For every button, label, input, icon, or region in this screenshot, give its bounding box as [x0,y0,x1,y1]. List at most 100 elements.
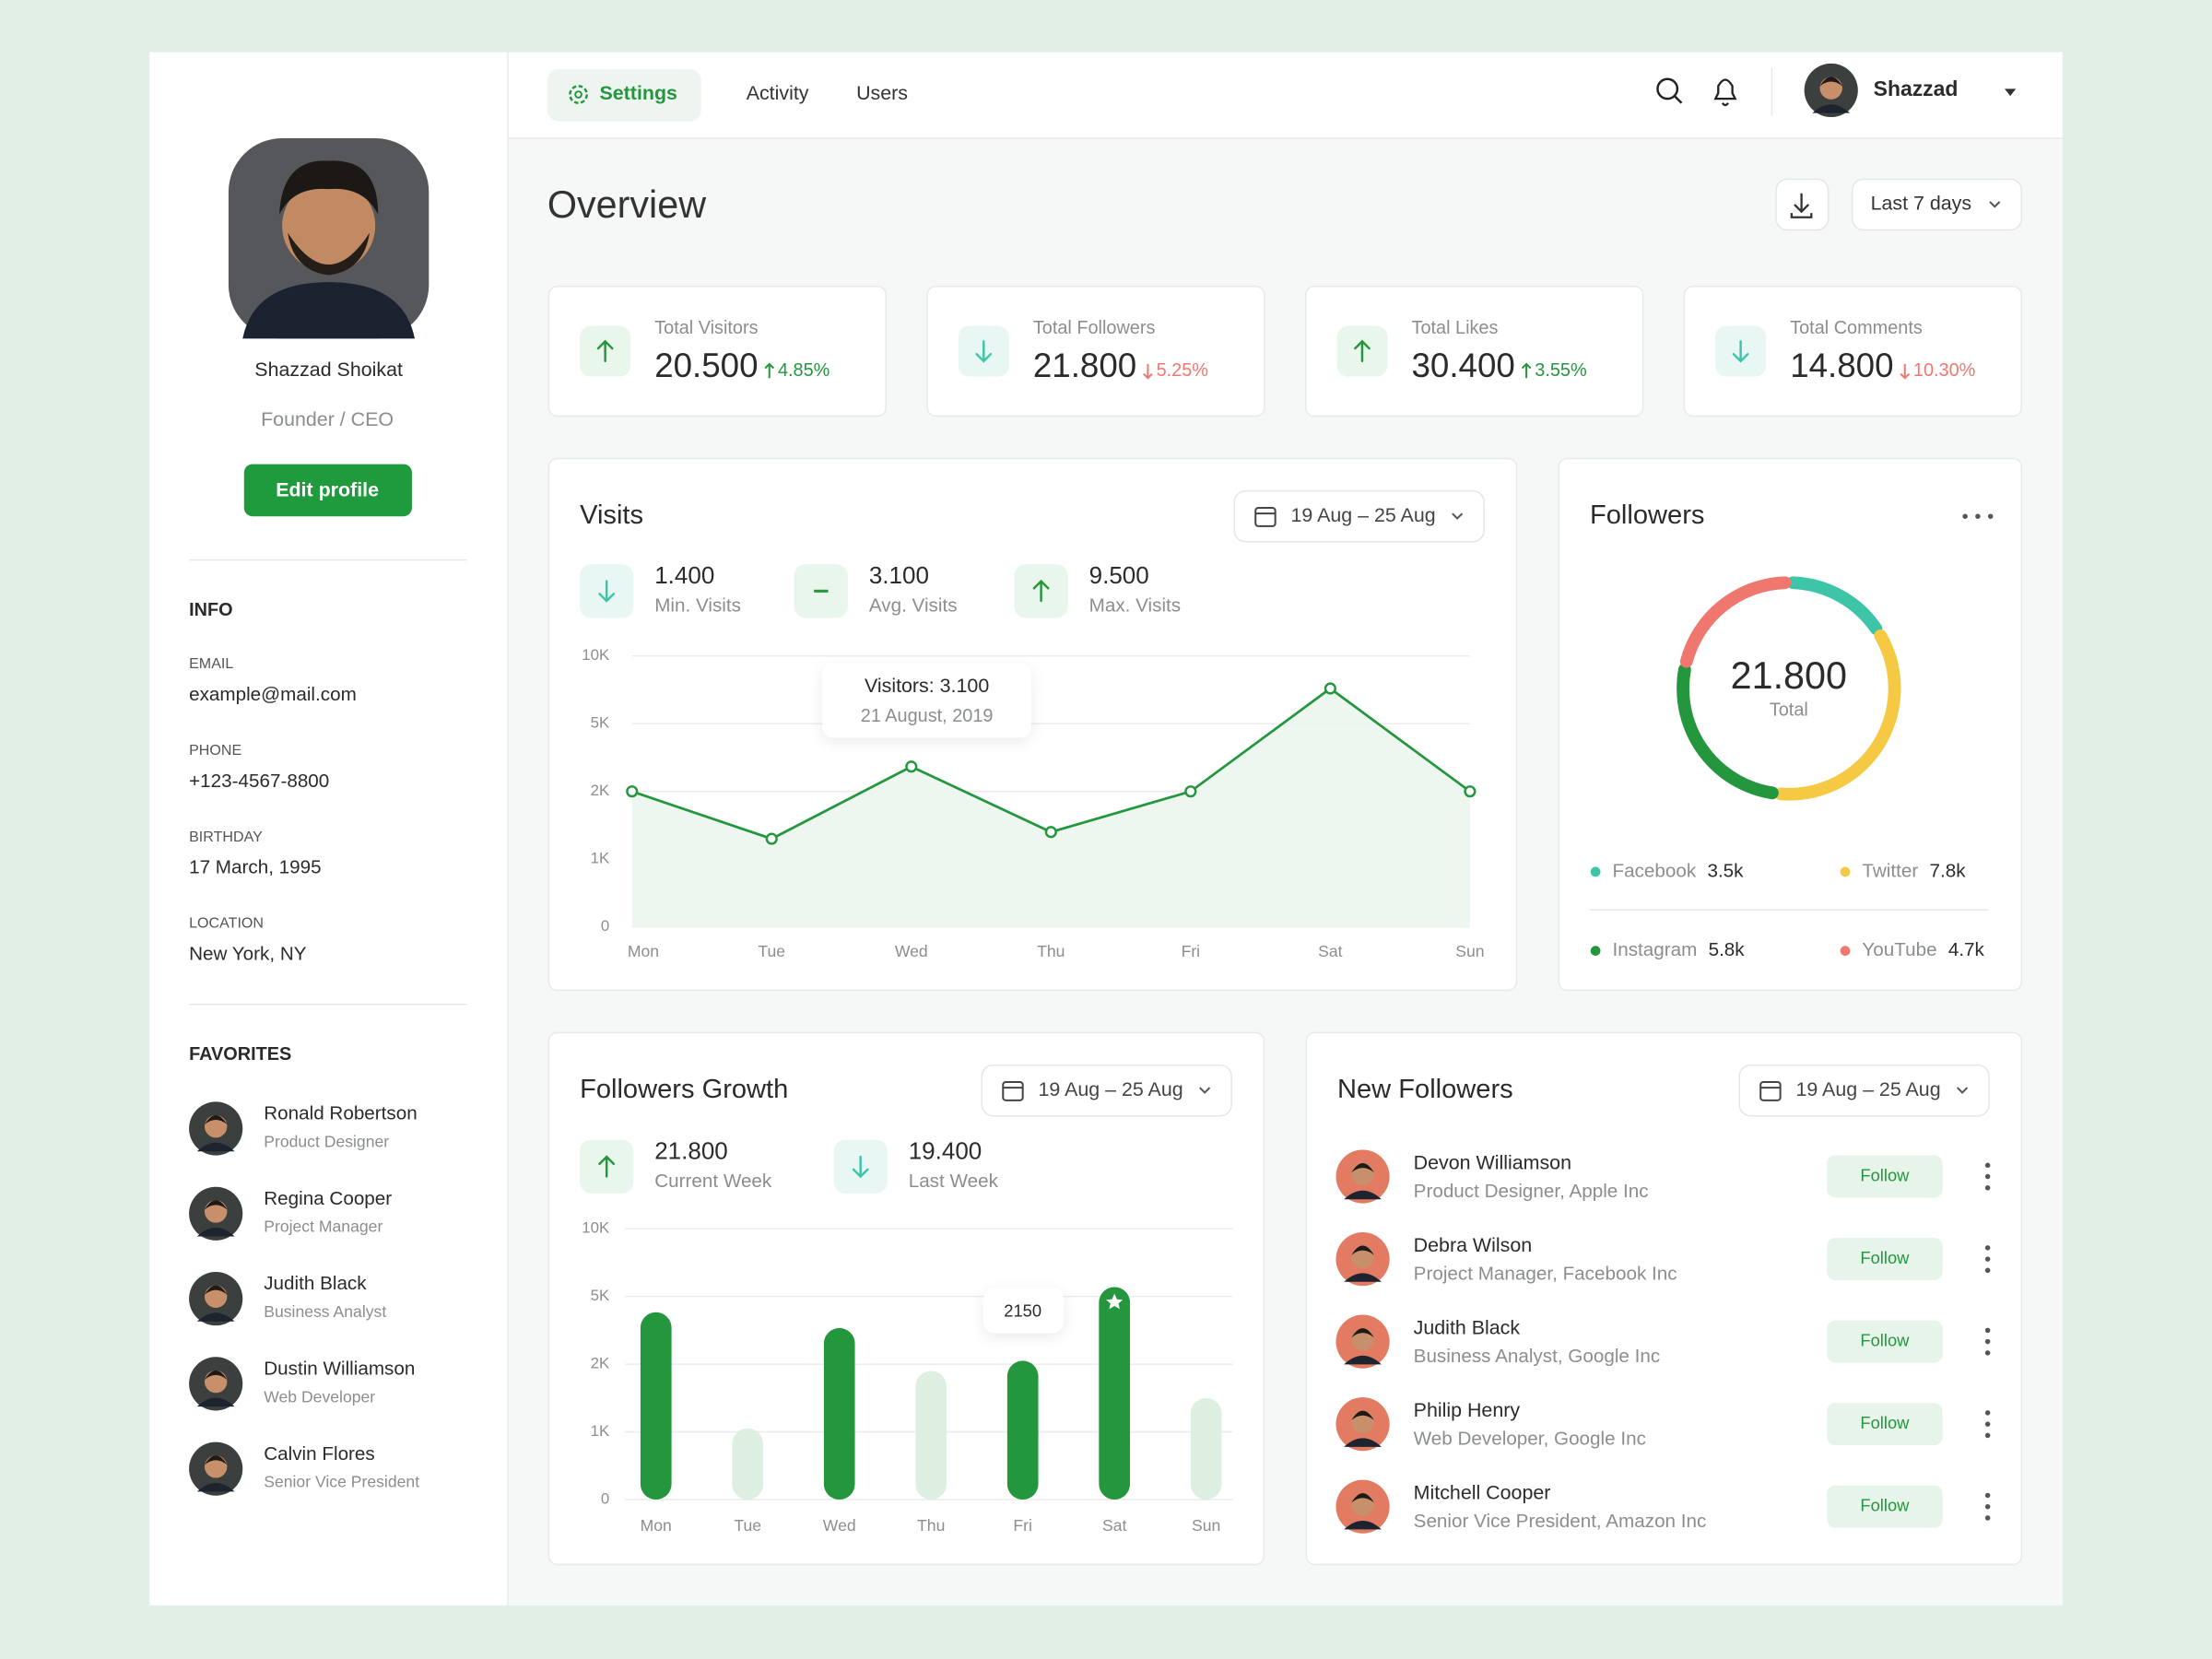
tooltip [982,1288,1065,1334]
x-tick-label: Tue [758,942,785,960]
more-icon[interactable] [1984,1256,1991,1262]
summary-value: 19.400 [909,1136,982,1164]
x-tick-label: Thu [1037,942,1065,960]
avatar-body [196,1228,235,1237]
chevron-icon [1989,201,2001,208]
favorite-role: Product Designer [264,1132,389,1150]
favorite-role: Business Analyst [264,1302,386,1321]
follower-title: Project Manager, Facebook Inc [1414,1263,1677,1284]
favorite-role: Senior Vice President [264,1473,419,1491]
card-title: Followers [1590,500,1704,530]
stat-label: Total Comments [1790,318,1923,338]
more-icon[interactable] [1984,1327,1991,1334]
date-range-button[interactable] [981,1064,1232,1117]
favorite-role: Project Manager [264,1218,382,1236]
x-tick-label: Fri [1013,1516,1032,1535]
more-icon[interactable] [1984,1173,1991,1180]
avatar-body [196,1142,235,1152]
more-icon[interactable] [1975,513,1981,519]
follower-name[interactable]: Devon Williamson [1414,1151,1571,1173]
x-tick-label: Sun [1192,1516,1220,1535]
more-icon[interactable] [1984,1338,1991,1345]
more-icon[interactable] [1984,1503,1991,1510]
date-range-button[interactable] [1233,489,1485,543]
legend-name: YouTube [1862,939,1936,960]
nav-tab[interactable]: Settings [600,82,678,104]
change-arrow [1521,362,1532,379]
nav-tab[interactable]: Users [856,82,908,104]
favorite-name[interactable]: Dustin Williamson [264,1359,415,1380]
nav-tab[interactable]: Activity [747,82,809,104]
follow-button[interactable] [1827,1403,1943,1446]
favorite-name[interactable]: Ronald Robertson [264,1103,418,1124]
favorite-role: Web Developer [264,1387,375,1406]
favorite-name[interactable]: Regina Cooper [264,1188,392,1209]
avatar-body [1344,1520,1382,1530]
button-text: Edit profile [276,478,379,500]
user-name[interactable]: Shazzad [1874,76,1959,100]
card-title: Followers Growth [580,1075,788,1104]
trend-icon [975,340,993,363]
download-icon [1790,193,1813,218]
follower-name[interactable]: Debra Wilson [1414,1234,1532,1256]
page-title: Overview [547,183,706,226]
follower-name[interactable]: Judith Black [1414,1316,1521,1338]
more-icon[interactable] [1987,513,1994,519]
change-arrow [764,362,775,379]
y-tick-label: 0 [601,1489,609,1507]
legend-value: 7.8k [1929,860,1966,881]
calendar-icon [1002,1080,1024,1101]
range-button[interactable] [1851,178,2023,231]
more-icon[interactable] [1984,1267,1991,1274]
donut-total: 21.800 [1731,654,1847,697]
more-icon[interactable] [1984,1421,1991,1427]
edit-profile-button[interactable] [243,464,412,517]
date-range-text: 19 Aug – 25 Aug [1795,1078,1940,1100]
stat-label: Total Likes [1412,318,1499,338]
settings-icon [574,90,582,99]
bell-icon[interactable] [1713,78,1737,107]
date-range-button[interactable] [1738,1064,1990,1117]
favorite-name[interactable]: Calvin Flores [264,1443,375,1465]
avatar-hair [204,1370,228,1381]
follower-name[interactable]: Mitchell Cooper [1414,1482,1551,1504]
stat-value: 14.800 [1790,347,1893,384]
more-icon[interactable] [1984,1245,1991,1251]
field-label: PHONE [189,742,241,759]
y-tick-label: 2K [591,782,610,799]
more-icon[interactable] [1984,1350,1991,1356]
more-icon[interactable] [1984,1162,1991,1169]
avatar-hair [1819,76,1842,87]
favorite-name[interactable]: Judith Black [264,1273,367,1294]
stat-value: 20.500 [654,347,758,384]
follow-button[interactable] [1827,1155,1943,1198]
more-icon[interactable] [1984,1432,1991,1439]
profile-name: Shazzad Shoikat [254,359,403,381]
follow-button[interactable] [1827,1320,1943,1363]
follower-name[interactable]: Philip Henry [1414,1399,1521,1421]
more-icon[interactable] [1984,1185,1991,1191]
more-icon[interactable] [1984,1410,1991,1416]
avatar-hair [204,1285,228,1295]
bar [732,1428,764,1500]
dropdown-caret[interactable] [2005,88,2017,97]
legend-dot [1590,946,1601,956]
more-icon[interactable] [1984,1515,1991,1521]
more-icon[interactable] [1962,513,1968,519]
tab-active[interactable] [547,69,701,122]
more-icon[interactable] [1984,1492,1991,1499]
summary-label: Avg. Visits [869,595,958,617]
avatar-body [1344,1355,1382,1365]
x-tick-label: Mon [628,942,659,960]
trend-icon [598,580,616,603]
avatar-body [1344,1273,1382,1282]
profile-role: Founder / CEO [261,408,394,430]
field-label: BIRTHDAY [189,829,263,845]
legend-dot [1840,866,1851,877]
follow-button[interactable] [1827,1238,1943,1281]
follow-button[interactable] [1827,1485,1943,1528]
data-label: 2150 [1004,1300,1041,1320]
search-icon[interactable] [1656,77,1679,100]
avatar-hair [1351,1162,1374,1173]
